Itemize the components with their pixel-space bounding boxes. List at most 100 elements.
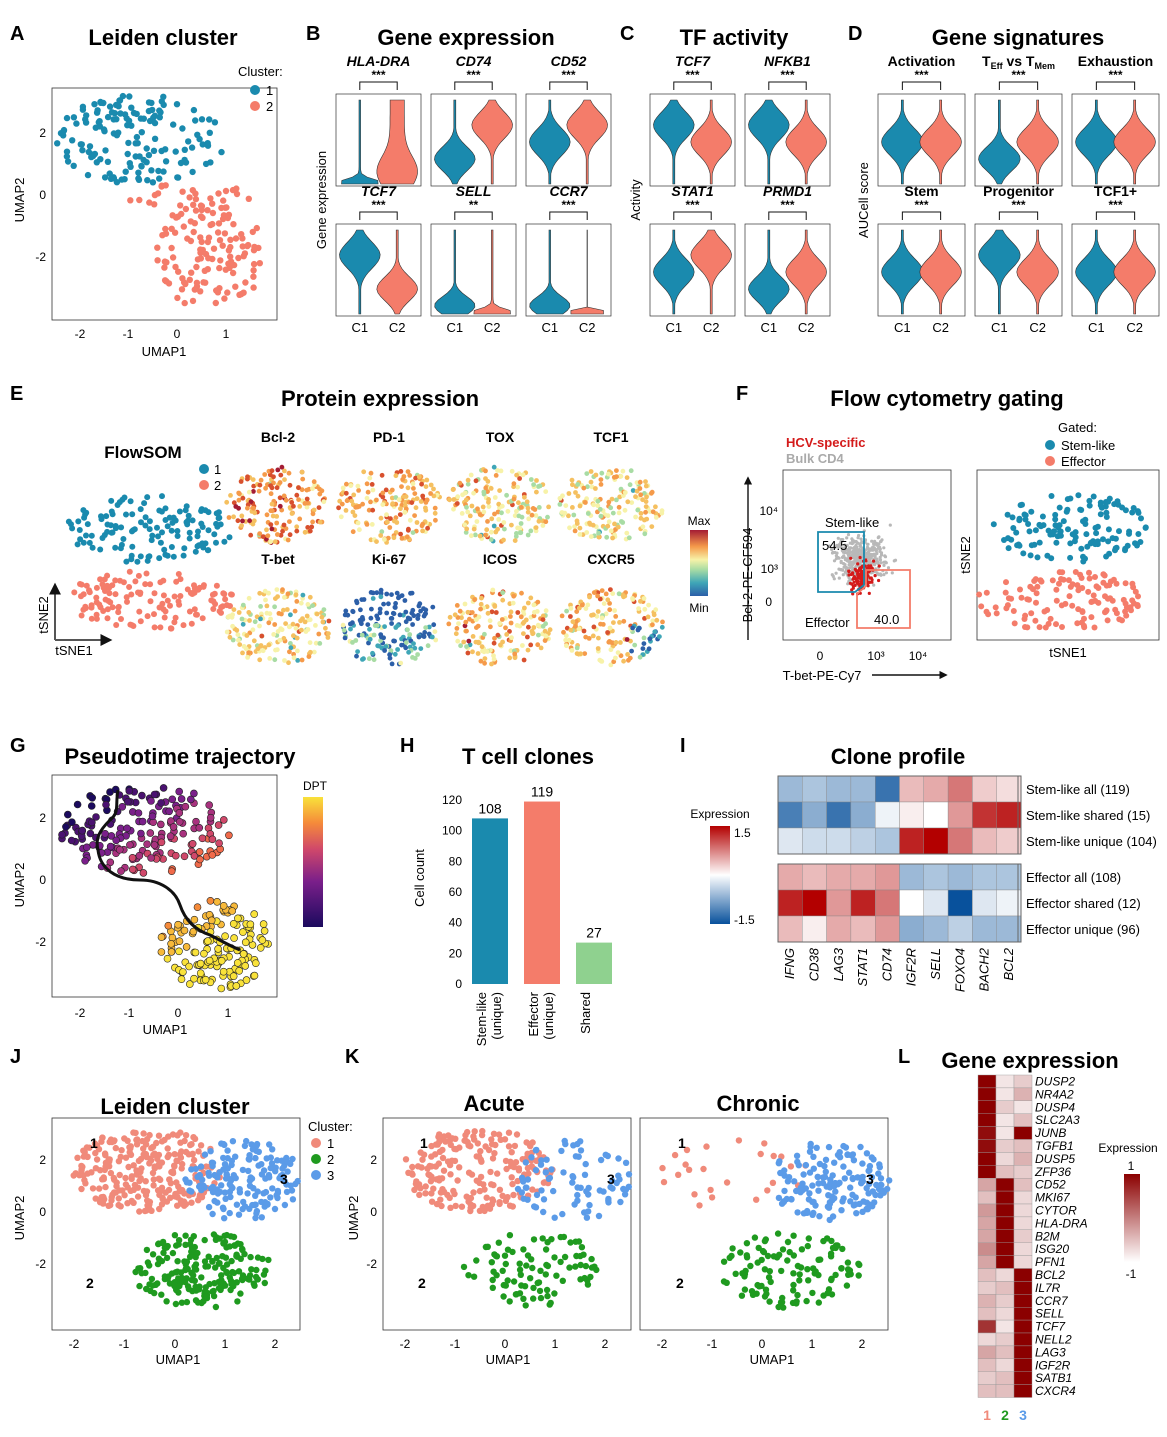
- cell-point-cluster2: [495, 1239, 502, 1246]
- flowsom-point-cluster1: [83, 532, 89, 539]
- bulk-cd4-event: [845, 543, 849, 547]
- cell-point-cluster1: [503, 1165, 510, 1173]
- cell-point-cluster1: [197, 1142, 205, 1149]
- marker-cell-point: [574, 521, 580, 526]
- marker-cell-point: [613, 640, 619, 645]
- marker-cell-point: [627, 482, 633, 488]
- marker-cell-point: [481, 489, 487, 495]
- bar-chart-ytick: 0: [455, 977, 462, 991]
- cell-point-cluster2: [210, 245, 218, 252]
- marker-cell-point: [389, 487, 395, 493]
- cell-point-cluster2: [529, 1264, 536, 1272]
- marker-cell-point: [319, 614, 325, 620]
- gated-effector-point: [1036, 624, 1043, 631]
- marker-cell-point: [248, 532, 254, 538]
- cell-point-cluster2: [809, 1289, 816, 1297]
- cell-point-cluster1: [182, 1132, 190, 1139]
- cell-point-cluster1: [157, 109, 164, 116]
- pseudotime-cell-point: [228, 907, 236, 915]
- pseudotime-cell-point: [225, 831, 233, 840]
- marker-cell-point: [526, 516, 532, 522]
- cell-point-cluster2: [506, 1232, 514, 1239]
- gated-stemlike-point: [1047, 531, 1054, 538]
- marker-cell-point: [402, 509, 408, 515]
- cell-point-cluster1: [488, 1141, 496, 1148]
- cell-point-cluster1: [177, 1200, 185, 1207]
- D-subplot-title: Exhaustion: [1078, 53, 1153, 69]
- marker-cell-point: [262, 472, 268, 477]
- pseudotime-cell-point: [143, 840, 151, 849]
- marker-cell-point: [239, 616, 245, 622]
- marker-cell-point: [451, 506, 456, 512]
- pseudotime-cell-point: [138, 817, 147, 826]
- heatmap-cell: [972, 775, 997, 803]
- marker-cell-point: [251, 489, 256, 494]
- cell-point-cluster2: [202, 1284, 209, 1291]
- flowsom-point-cluster1: [88, 532, 95, 539]
- heatmap-cell: [996, 775, 1022, 803]
- significance-stars: ***: [1011, 68, 1025, 82]
- cell-point-cluster2: [530, 1295, 537, 1302]
- marker-cell-point: [388, 616, 394, 621]
- panel-e-flowsom-title: FlowSOM: [104, 443, 181, 462]
- marker-cell-point: [257, 657, 263, 663]
- cell-point-cluster3: [571, 1201, 578, 1208]
- marker-cell-point: [590, 522, 596, 528]
- marker-cell-point: [493, 610, 499, 615]
- cell-point-cluster2: [210, 1292, 218, 1300]
- cell-point-cluster2: [155, 1240, 162, 1247]
- cell-point-cluster3: [859, 1173, 866, 1181]
- heatmap-cell: [777, 889, 803, 917]
- marker-cell-point: [386, 601, 391, 607]
- cell-point-cluster1: [440, 1167, 448, 1174]
- cell-point-cluster2: [732, 1270, 739, 1278]
- marker-cell-point: [489, 529, 494, 535]
- marker-cell-point: [630, 625, 635, 631]
- cell-point-cluster1: [769, 1179, 777, 1187]
- cell-point-cluster2: [499, 1267, 506, 1275]
- cell-point-cluster1: [150, 1176, 157, 1183]
- cell-point-cluster2: [237, 1290, 244, 1297]
- marker-cell-point: [585, 602, 591, 608]
- cell-point-cluster1: [69, 137, 76, 144]
- marker-cell-point: [317, 519, 323, 525]
- cell-point-cluster3: [793, 1152, 801, 1160]
- bulk-cd4-event: [875, 543, 879, 547]
- panel-j-scatter: [70, 1129, 301, 1311]
- cell-point-cluster1: [448, 1157, 456, 1164]
- cell-point-cluster1: [119, 92, 127, 100]
- gene-label: BCL2: [1035, 1268, 1065, 1282]
- marker-cell-point: [305, 602, 311, 607]
- cell-point-cluster2: [201, 1258, 209, 1265]
- marker-cell-point: [420, 528, 425, 534]
- cell-point-cluster2: [256, 260, 263, 267]
- legend-swatch-cluster2: [250, 101, 260, 111]
- dpt-colorbar: [303, 797, 323, 927]
- cell-point-cluster1: [162, 158, 170, 165]
- cell-point-cluster1: [149, 1169, 157, 1177]
- bulk-cd4-event: [876, 561, 880, 566]
- panel-l-legend-title: Expression: [1098, 1141, 1157, 1155]
- bulk-cd4-event: [834, 571, 838, 575]
- marker-cell-point: [381, 601, 386, 607]
- panel-g-frame: [51, 774, 278, 998]
- bulk-cd4-event: [890, 571, 894, 575]
- cell-point-cluster2: [489, 1284, 496, 1292]
- marker-title: Bcl-2: [261, 429, 295, 445]
- cell-point-cluster2: [169, 254, 177, 261]
- marker-cell-point: [531, 482, 536, 487]
- cell-point-cluster2: [250, 1280, 257, 1287]
- cell-point-cluster1: [138, 1165, 145, 1172]
- marker-cell-point: [307, 528, 313, 534]
- gated-stemlike-point: [1097, 511, 1104, 518]
- marker-cell-point: [366, 640, 371, 646]
- cell-point-cluster1: [188, 144, 196, 151]
- cell-point-cluster3: [248, 1141, 255, 1148]
- flowsom-point-cluster2: [93, 615, 100, 622]
- panel-c: C TF activity Activity TCF7***NFKB1***ST…: [620, 23, 831, 335]
- marker-cell-point: [423, 507, 429, 513]
- gated-tsne-frame: [976, 469, 1160, 641]
- significance-bracket: [359, 81, 398, 90]
- flowsom-point-cluster2: [93, 584, 100, 591]
- panel-j-xlabel: UMAP1: [156, 1352, 201, 1367]
